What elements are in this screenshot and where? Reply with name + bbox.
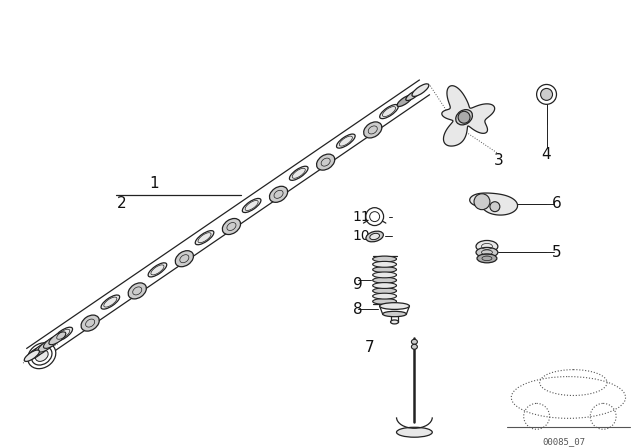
Ellipse shape — [380, 303, 410, 310]
Text: 11: 11 — [353, 210, 371, 224]
Ellipse shape — [397, 95, 412, 107]
Ellipse shape — [372, 288, 397, 294]
Ellipse shape — [476, 247, 498, 257]
Ellipse shape — [49, 332, 66, 345]
Text: 10: 10 — [353, 229, 371, 244]
Ellipse shape — [397, 427, 432, 437]
Ellipse shape — [380, 104, 398, 119]
Ellipse shape — [456, 110, 472, 125]
Ellipse shape — [24, 350, 40, 362]
Ellipse shape — [476, 241, 498, 252]
Ellipse shape — [35, 350, 48, 362]
Ellipse shape — [406, 90, 419, 100]
Ellipse shape — [44, 336, 60, 349]
Ellipse shape — [372, 277, 397, 283]
Ellipse shape — [222, 219, 241, 235]
Ellipse shape — [289, 166, 308, 181]
Ellipse shape — [54, 327, 72, 341]
Text: 00085_07: 00085_07 — [542, 437, 585, 446]
Text: 6: 6 — [552, 196, 561, 211]
Ellipse shape — [372, 267, 397, 272]
Text: 9: 9 — [353, 277, 363, 292]
Ellipse shape — [372, 283, 397, 289]
Ellipse shape — [370, 233, 380, 240]
Ellipse shape — [175, 251, 193, 267]
Ellipse shape — [372, 256, 397, 262]
Ellipse shape — [477, 254, 497, 263]
Polygon shape — [442, 86, 495, 146]
Circle shape — [490, 202, 500, 211]
Ellipse shape — [243, 198, 261, 212]
Ellipse shape — [372, 298, 397, 304]
Ellipse shape — [364, 122, 382, 138]
Ellipse shape — [128, 283, 147, 299]
Ellipse shape — [412, 84, 429, 96]
Text: 1: 1 — [149, 177, 159, 191]
Circle shape — [458, 111, 470, 123]
Polygon shape — [470, 193, 518, 215]
Ellipse shape — [269, 186, 287, 202]
Circle shape — [541, 88, 552, 100]
Ellipse shape — [81, 315, 99, 331]
Ellipse shape — [337, 134, 355, 148]
Ellipse shape — [366, 231, 383, 242]
Text: 4: 4 — [541, 146, 552, 162]
Ellipse shape — [33, 343, 50, 356]
Circle shape — [474, 194, 490, 210]
Ellipse shape — [195, 231, 214, 245]
Ellipse shape — [101, 295, 120, 309]
Text: 8: 8 — [353, 302, 363, 317]
Text: 5: 5 — [552, 245, 561, 260]
Text: 2: 2 — [116, 196, 126, 211]
Ellipse shape — [372, 293, 397, 299]
Text: 3: 3 — [494, 154, 504, 168]
Ellipse shape — [38, 339, 55, 352]
Ellipse shape — [383, 311, 406, 317]
Ellipse shape — [28, 343, 56, 369]
Text: 7: 7 — [365, 340, 374, 355]
Ellipse shape — [317, 154, 335, 170]
Ellipse shape — [28, 347, 44, 359]
Ellipse shape — [412, 345, 417, 349]
Ellipse shape — [390, 320, 399, 324]
Circle shape — [536, 85, 557, 104]
Ellipse shape — [372, 272, 397, 278]
Ellipse shape — [412, 339, 417, 345]
Ellipse shape — [148, 263, 167, 277]
Ellipse shape — [372, 261, 397, 267]
